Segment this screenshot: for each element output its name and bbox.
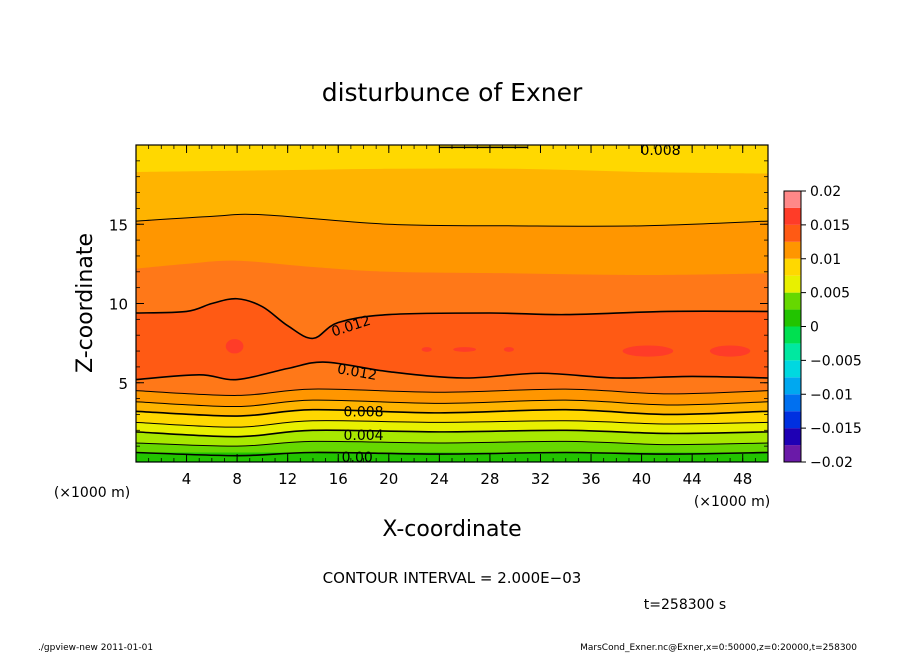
x-tick-label-2: 12 [278,470,297,488]
x-tick-label-8: 36 [581,470,600,488]
contour-line-3 [136,420,768,428]
max-region-1 [622,345,674,357]
colorbar-tick-label-3: 0.005 [810,286,850,302]
x-tick-label-4: 20 [379,470,398,488]
colorbar-tick-label-1: 0.015 [810,218,850,234]
max-region-3 [421,347,432,352]
colorbar: 0.02 0.015 0.01 0.005 0 −0.005 −0.01 −0.015 −0.0… [783,184,862,471]
colorbar-tick-label-4: 0 [810,320,819,336]
max-region-2 [709,345,751,357]
footer-right: MarsCond_Exner.nc@Exner,x=0:50000,z=0:20… [580,643,857,653]
colorbar-tick-label-2: 0.01 [810,252,841,268]
x-tick-label-7: 32 [531,470,550,488]
colorbar-level-10 [784,275,801,293]
x-tick-label-3: 16 [329,470,348,488]
x-unit-right: (×1000 m) [694,494,770,510]
colorbar-tick-label-8: −0.02 [810,455,853,471]
contour-label-text: 0.008 [343,404,383,420]
contour-line-2 [136,429,768,438]
plot-fill [136,145,768,462]
x-tick-label-11: 48 [733,470,752,488]
contour-label-text: 0.008 [641,143,681,159]
y-tick-label-2: 15 [109,216,128,234]
colorbar-tick-label-0: 0.02 [810,184,841,200]
contour-label-5: 0.00 [342,450,373,466]
max-region-5 [503,347,514,352]
contour-line-5 [136,399,768,408]
band-0-fill [136,452,768,461]
max-region-4 [453,347,477,352]
time-text: t=258300 s [644,597,726,613]
y-axis-label: Z-coordinate [73,233,98,373]
colorbar-level-11 [784,258,801,276]
y-tick-label-1: 10 [109,296,128,314]
x-tick-label-10: 44 [683,470,702,488]
colorbar-level-1 [784,428,801,446]
x-tick-label-1: 8 [232,470,242,488]
x-tick-label-9: 40 [632,470,651,488]
contour-label-text: 0.00 [342,450,373,466]
contour-interval-text: CONTOUR INTERVAL = 2.000E−03 [323,569,582,587]
contour-label-0: 0.008 [641,143,681,159]
colorbar-level-8 [784,309,801,327]
colorbar-level-12 [784,241,801,259]
colorbar-level-0 [784,445,801,462]
x-axis-label: X-coordinate [382,517,521,542]
contour-line-1 [136,440,768,447]
x-tick-label-6: 28 [480,470,499,488]
colorbar-level-14 [784,207,801,225]
colorbar-level-15 [784,191,801,208]
colorbar-level-6 [784,343,801,361]
contour-line-4 [136,408,768,417]
colorbar-level-4 [784,377,801,395]
colorbar-tick-label-5: −0.005 [810,353,862,369]
contour-line-7 [136,361,768,381]
x-tick-label-5: 24 [430,470,449,488]
contour-label-text: 0.012 [336,361,378,384]
colorbar-level-9 [784,292,801,310]
x-tick-label-0: 4 [182,470,192,488]
max-region-0 [225,339,244,354]
chart-title: disturbunce of Exner [322,78,583,107]
contour-label-3: 0.008 [343,404,383,420]
contour-line-6 [136,388,768,396]
contour-label-2: 0.012 [336,361,378,384]
colorbar-tick-label-6: −0.01 [810,387,853,403]
contour-line-9 [136,213,768,227]
footer-left: ./gpview-new 2011-01-01 [38,643,153,653]
colorbar-level-5 [784,360,801,378]
colorbar-level-3 [784,394,801,412]
x-unit-left: (×1000 m) [54,485,130,501]
contour-label-text: 0.004 [343,428,383,444]
colorbar-tick-label-7: −0.015 [810,421,862,437]
contour-label-4: 0.004 [343,428,383,444]
colorbar-level-13 [784,224,801,242]
y-tick-label-0: 5 [118,375,128,393]
colorbar-level-7 [784,326,801,344]
colorbar-level-2 [784,411,801,429]
contour-line-8 [136,297,768,340]
